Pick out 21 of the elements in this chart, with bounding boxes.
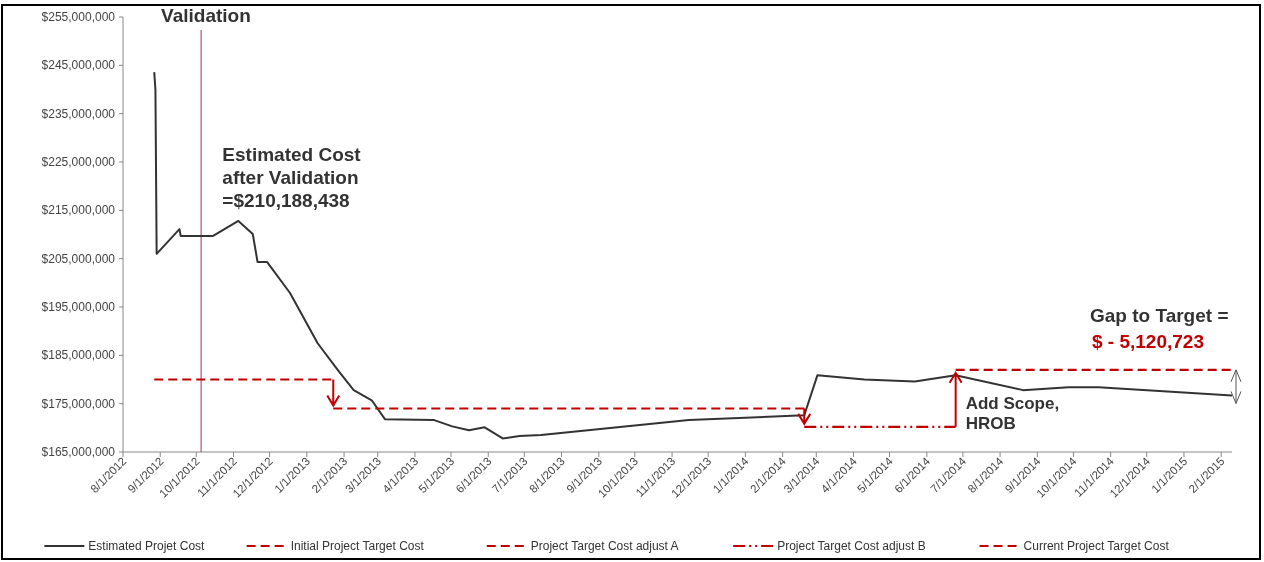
- y-tick-label: $195,000,000: [41, 300, 116, 314]
- legend-label: Estimated Projet Cost: [88, 539, 206, 553]
- y-tick-label: $185,000,000: [41, 348, 116, 363]
- y-tick-label: $235,000,000: [41, 106, 116, 121]
- y-tick-label: $225,000,000: [41, 155, 116, 169]
- annotation: Add Scope, HROB: [965, 393, 1060, 434]
- annotation: Gap to Target =: [1090, 305, 1229, 326]
- y-tick-label: $205,000,000: [41, 251, 116, 266]
- ref-line-label: Validation: [161, 5, 251, 26]
- legend-label: Initial Project Target Cost: [290, 539, 425, 553]
- line-series: [153, 71, 1233, 440]
- y-tick-label: $255,000,000: [41, 10, 116, 24]
- y-tick-label: $175,000,000: [41, 396, 116, 411]
- annotation: $ - 5,120,723: [1092, 331, 1204, 352]
- y-tick-label: $165,000,000: [41, 445, 116, 459]
- legend-label: Project Target Cost adjust A: [530, 539, 679, 553]
- y-tick-label: $245,000,000: [41, 58, 116, 73]
- legend-label: Project Target Cost adjust B: [777, 539, 926, 553]
- y-tick-label: $215,000,000: [41, 203, 116, 218]
- annotation: Estimated Cost after Validation =$210,188,438: [222, 143, 362, 211]
- legend-label: Current Project Target Cost: [1023, 539, 1170, 553]
